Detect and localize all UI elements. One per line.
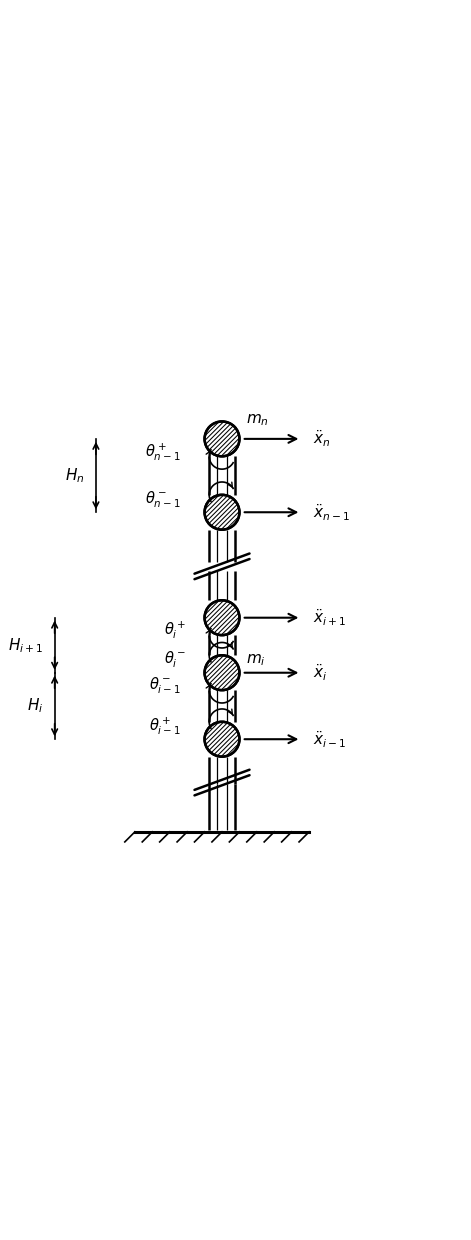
Text: $m_n$: $m_n$ xyxy=(246,413,269,429)
Text: $\theta_i^+$: $\theta_i^+$ xyxy=(164,620,185,641)
Text: $H_i$: $H_i$ xyxy=(27,697,43,715)
Text: $\theta_{i-1}^-$: $\theta_{i-1}^-$ xyxy=(149,676,181,696)
Text: $\ddot{x}_{i+1}$: $\ddot{x}_{i+1}$ xyxy=(313,608,346,627)
Text: $\theta_{n-1}^+$: $\theta_{n-1}^+$ xyxy=(145,441,181,463)
Text: $m_i$: $m_i$ xyxy=(246,652,266,667)
Text: $H_n$: $H_n$ xyxy=(65,466,84,485)
Text: $\ddot{x}_i$: $\ddot{x}_i$ xyxy=(313,662,327,683)
Circle shape xyxy=(204,655,239,691)
Text: $\ddot{x}_{n-1}$: $\ddot{x}_{n-1}$ xyxy=(313,502,350,522)
Text: $\ddot{x}_{i-1}$: $\ddot{x}_{i-1}$ xyxy=(313,729,346,749)
Text: $\theta_{i-1}^+$: $\theta_{i-1}^+$ xyxy=(149,715,181,738)
Circle shape xyxy=(204,422,239,456)
Text: $\theta_i^-$: $\theta_i^-$ xyxy=(164,650,185,670)
Text: $\theta_{n-1}^-$: $\theta_{n-1}^-$ xyxy=(145,489,181,510)
Circle shape xyxy=(204,722,239,756)
Text: $H_{i+1}$: $H_{i+1}$ xyxy=(8,636,43,655)
Circle shape xyxy=(204,600,239,635)
Text: $\ddot{x}_n$: $\ddot{x}_n$ xyxy=(313,429,330,449)
Circle shape xyxy=(204,495,239,529)
